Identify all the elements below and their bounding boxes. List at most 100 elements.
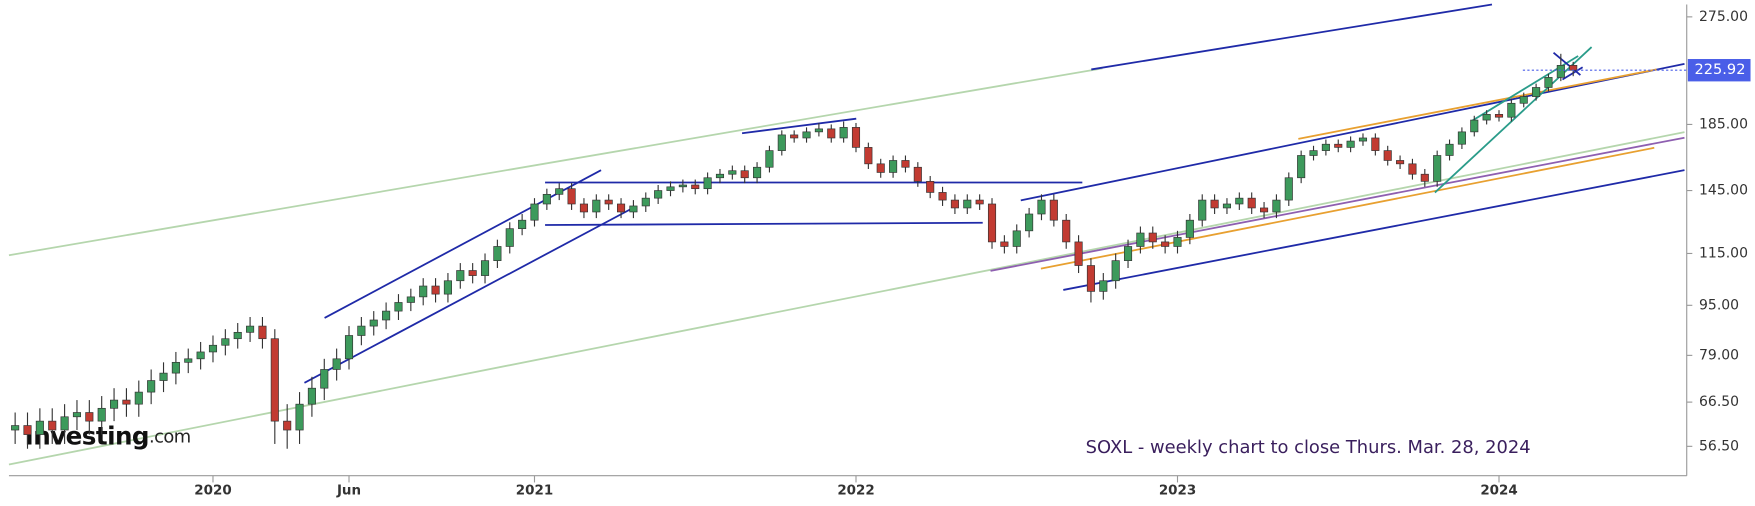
y-tick-label: 56.50 <box>1699 438 1739 454</box>
trend-line <box>1063 169 1685 291</box>
candle-body <box>1358 137 1368 142</box>
candle-body <box>419 285 428 298</box>
candle-body <box>666 186 675 191</box>
candle-body <box>1136 232 1145 247</box>
candle-body <box>567 188 576 205</box>
candle-body <box>1222 203 1232 209</box>
candle-body <box>394 302 403 312</box>
candle-body <box>1284 177 1293 201</box>
trend-line <box>1298 68 1657 140</box>
candle-body <box>629 205 638 213</box>
candle-body <box>518 219 527 230</box>
trend-line <box>1091 3 1493 71</box>
trend-line <box>324 169 602 319</box>
candle-body <box>1383 150 1392 161</box>
candle-body <box>913 166 922 182</box>
candle-body <box>307 387 316 405</box>
candle-body <box>48 420 57 431</box>
candle-body <box>159 372 168 381</box>
candle-body <box>184 358 193 363</box>
candle-body <box>1457 131 1466 145</box>
candle-body <box>703 177 712 190</box>
candle-body <box>1396 160 1405 165</box>
candle-body <box>839 127 848 139</box>
candle-body <box>753 166 762 179</box>
candle-body <box>344 335 354 360</box>
candle-body <box>864 147 873 165</box>
candle-body <box>134 391 143 405</box>
candle-body <box>246 325 255 333</box>
logo-suffix: .com <box>149 427 191 448</box>
last-price-label: 225.92 <box>1695 61 1746 78</box>
y-tick-label: 79.00 <box>1699 347 1739 363</box>
logo: Investing.com <box>25 422 191 451</box>
candle-body <box>1371 137 1380 151</box>
candle-body <box>592 199 601 213</box>
candle-body <box>1346 140 1355 148</box>
candle-body <box>357 325 366 336</box>
candle-body <box>85 412 94 422</box>
candle-body <box>1569 65 1578 71</box>
candle-body <box>369 319 378 327</box>
candle-body <box>814 128 823 133</box>
candle-body <box>1519 96 1528 104</box>
candle-body <box>876 163 885 173</box>
candle-body <box>691 184 700 190</box>
candle-body <box>1173 237 1182 247</box>
candle-body <box>505 228 514 247</box>
candle-body <box>1235 197 1244 205</box>
candle-body <box>765 150 774 168</box>
x-tick-label: 2020 <box>194 483 231 498</box>
candle-body <box>1074 241 1083 266</box>
candle-body <box>1507 102 1516 118</box>
x-tick-label: 2023 <box>1159 483 1196 498</box>
trend-line <box>1434 46 1593 194</box>
candle-body <box>777 134 786 151</box>
candle-body <box>1111 260 1120 282</box>
trend-line <box>8 131 1685 466</box>
candle-body <box>715 173 725 179</box>
candle-body <box>1408 163 1417 175</box>
candle-body <box>480 260 490 276</box>
x-tick-label: 2022 <box>837 483 874 498</box>
candle-body <box>283 420 292 431</box>
candle-body <box>579 203 588 213</box>
candle-body <box>147 380 156 393</box>
y-tick-label: 145.00 <box>1699 183 1748 199</box>
candle-body <box>1049 199 1058 221</box>
trend-line <box>1020 62 1685 202</box>
trend-line <box>545 221 983 226</box>
y-tick-label: 66.50 <box>1699 394 1739 410</box>
candle-body <box>332 358 341 370</box>
candle-body <box>542 193 551 205</box>
candle-body <box>468 270 477 276</box>
candle-body <box>97 407 106 422</box>
candle-body <box>1086 265 1095 292</box>
candle-body <box>1099 280 1108 292</box>
candle-body <box>23 425 32 435</box>
candle-body <box>987 203 997 243</box>
candle-body <box>1012 230 1021 247</box>
candle-body <box>851 127 861 148</box>
candle-body <box>443 280 452 295</box>
candle-body <box>1272 199 1281 213</box>
candle-body <box>110 399 119 409</box>
candle-body <box>827 128 836 139</box>
candle-body <box>1433 155 1442 182</box>
candle-body <box>1544 77 1553 88</box>
candle-body <box>1123 246 1133 261</box>
candle-body <box>938 192 947 201</box>
candle-body <box>1297 155 1306 179</box>
candle-body <box>456 270 465 282</box>
candle-body <box>122 399 131 405</box>
candle-body <box>1334 143 1343 148</box>
candle-body <box>35 420 44 435</box>
y-tick-label: 95.00 <box>1699 297 1739 313</box>
candle-body <box>802 131 811 139</box>
candle-body <box>889 160 898 173</box>
candle-body <box>72 412 82 418</box>
trend-line <box>741 117 857 135</box>
